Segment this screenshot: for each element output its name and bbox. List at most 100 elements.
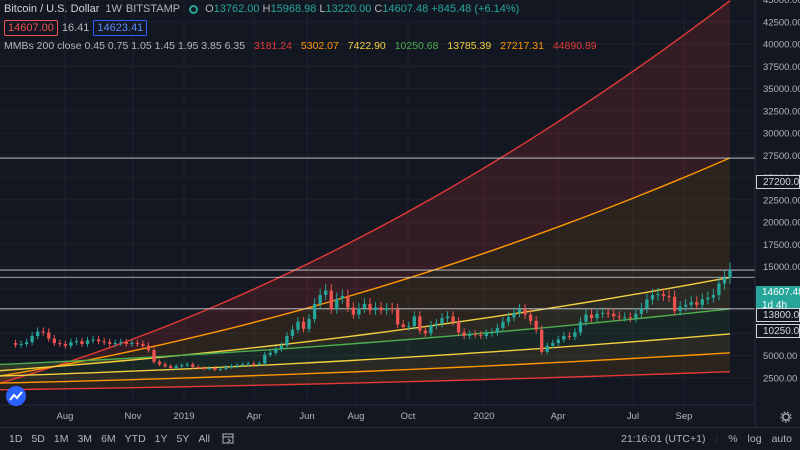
candle-body[interactable] (285, 335, 289, 346)
candle-body[interactable] (545, 345, 549, 352)
candle-body[interactable] (479, 335, 483, 337)
candle-body[interactable] (218, 368, 223, 370)
candle-body[interactable] (672, 296, 677, 312)
candle-body[interactable] (656, 294, 660, 296)
candle-body[interactable] (185, 364, 189, 366)
candle-body[interactable] (445, 316, 450, 319)
candle-body[interactable] (528, 314, 533, 321)
candle-body[interactable] (401, 324, 405, 328)
candle-body[interactable] (335, 298, 339, 310)
candle-body[interactable] (584, 314, 588, 322)
candle-body[interactable] (52, 338, 56, 344)
candle-body[interactable] (468, 334, 472, 336)
candle-body[interactable] (551, 343, 555, 346)
candle-body[interactable] (224, 367, 228, 369)
candle-body[interactable] (678, 306, 682, 312)
candle-body[interactable] (567, 335, 572, 337)
candle-body[interactable] (91, 339, 95, 341)
candle-body[interactable] (556, 339, 560, 344)
log-scale-button[interactable]: log (747, 433, 762, 445)
candle-body[interactable] (384, 308, 389, 311)
candle-body[interactable] (578, 321, 583, 333)
candle-body[interactable] (562, 335, 566, 340)
candle-body[interactable] (30, 335, 34, 343)
candle-body[interactable] (279, 345, 284, 350)
candle-body[interactable] (728, 270, 732, 278)
candle-body[interactable] (639, 308, 644, 314)
candle-body[interactable] (102, 341, 106, 343)
candle-body[interactable] (661, 294, 666, 296)
settings-gear-icon[interactable] (780, 410, 792, 428)
candle-body[interactable] (329, 290, 333, 310)
auto-scale-button[interactable]: auto (771, 433, 792, 445)
band-line-1.05[interactable] (0, 333, 731, 377)
candle-body[interactable] (24, 342, 29, 344)
candle-body[interactable] (495, 327, 500, 333)
range-1m-button[interactable]: 1M (53, 433, 69, 445)
candle-body[interactable] (240, 364, 245, 366)
candle-body[interactable] (396, 309, 400, 325)
candle-body[interactable] (390, 308, 394, 310)
candle-body[interactable] (612, 313, 616, 317)
candle-body[interactable] (301, 321, 306, 329)
candle-body[interactable] (650, 295, 655, 300)
candle-body[interactable] (418, 316, 422, 331)
candle-body[interactable] (312, 303, 317, 320)
candle-body[interactable] (235, 365, 239, 367)
candle-body[interactable] (13, 343, 18, 345)
clock-timezone[interactable]: 21:16:01 (UTC+1) (621, 433, 706, 445)
candle-body[interactable] (318, 295, 322, 304)
candle-body[interactable] (163, 364, 167, 367)
range-3m-button[interactable]: 3M (77, 433, 93, 445)
candle-body[interactable] (152, 350, 156, 362)
candle-body[interactable] (534, 320, 538, 330)
candle-body[interactable] (257, 363, 261, 365)
candle-body[interactable] (157, 361, 162, 365)
band-line-0.75[interactable] (0, 352, 731, 384)
candle-body[interactable] (141, 343, 145, 346)
candle-body[interactable] (689, 302, 693, 305)
band-line-1.95[interactable] (0, 276, 731, 372)
candle-body[interactable] (379, 307, 383, 311)
candle-body[interactable] (196, 367, 200, 369)
candle-body[interactable] (174, 366, 178, 368)
percent-scale-button[interactable]: % (728, 433, 738, 445)
candle-body[interactable] (645, 299, 649, 309)
candle-body[interactable] (290, 329, 295, 336)
candle-body[interactable] (517, 309, 522, 313)
candle-body[interactable] (368, 303, 372, 311)
candle-body[interactable] (722, 277, 727, 284)
candle-body[interactable] (501, 321, 505, 328)
candle-body[interactable] (19, 343, 23, 345)
candle-body[interactable] (63, 343, 68, 346)
candle-body[interactable] (213, 367, 217, 370)
candle-body[interactable] (252, 363, 256, 365)
candle-body[interactable] (69, 342, 73, 346)
candle-body[interactable] (324, 290, 328, 296)
hline-tag-10250[interactable]: 10250.00 (756, 324, 800, 338)
candle-body[interactable] (58, 343, 62, 345)
candle-body[interactable] (617, 316, 621, 318)
time-axis[interactable]: Aug Nov 2019 Apr Jun Aug Oct 2020 Apr Jul Sep (57, 411, 693, 422)
candle-body[interactable] (96, 339, 101, 342)
candle-body[interactable] (490, 332, 494, 334)
candle-body[interactable] (523, 309, 527, 315)
range-1y-button[interactable]: 1Y (154, 433, 168, 445)
candle-body[interactable] (180, 365, 184, 367)
candlesticks[interactable] (13, 262, 732, 372)
candle-body[interactable] (146, 345, 151, 351)
interval-label[interactable]: 1W (105, 3, 122, 15)
candle-body[interactable] (484, 333, 488, 336)
candle-body[interactable] (191, 364, 195, 368)
candle-body[interactable] (634, 313, 638, 319)
band-line-6.35[interactable] (0, 0, 731, 384)
candle-body[interactable] (573, 332, 577, 337)
candle-body[interactable] (362, 303, 367, 309)
candle-body[interactable] (407, 326, 411, 328)
candle-body[interactable] (628, 317, 632, 319)
candle-body[interactable] (274, 349, 278, 353)
candle-body[interactable] (711, 295, 716, 298)
range-5d-button[interactable]: 5D (31, 433, 45, 445)
candle-body[interactable] (595, 313, 599, 319)
candle-body[interactable] (47, 332, 51, 339)
